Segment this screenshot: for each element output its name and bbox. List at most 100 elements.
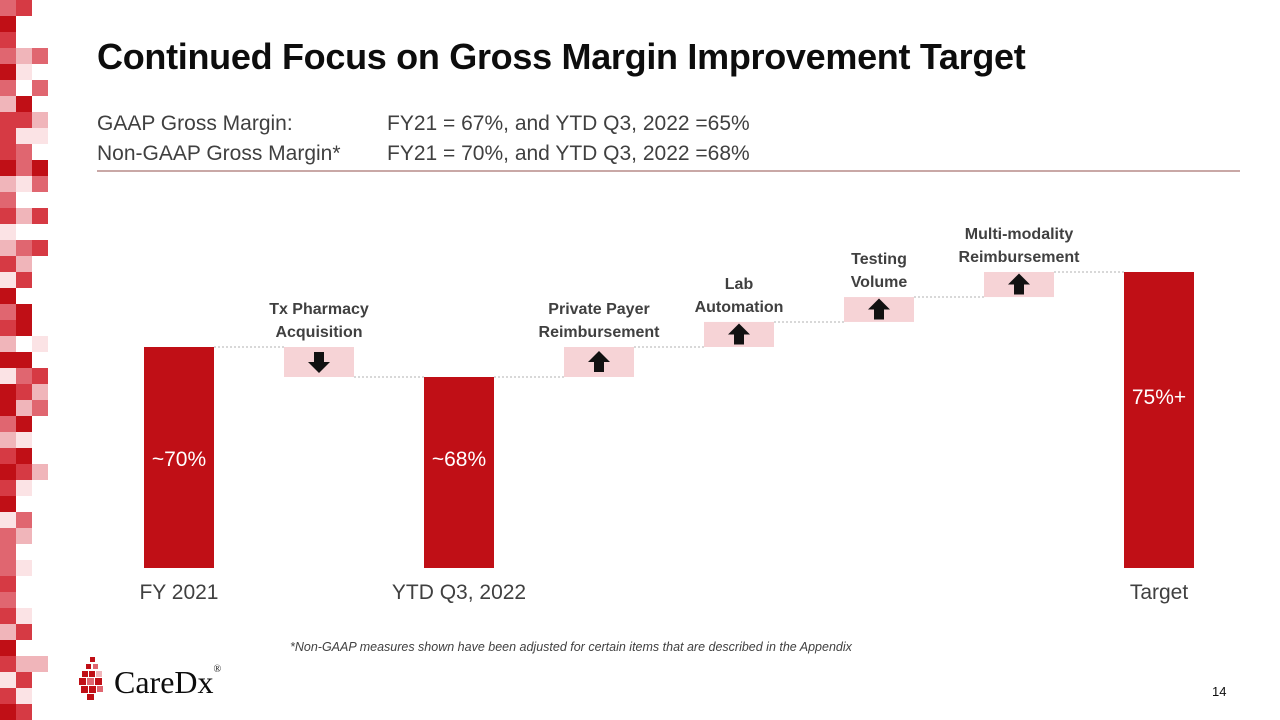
arrow-up-icon bbox=[1008, 273, 1030, 295]
slide-title: Continued Focus on Gross Margin Improvem… bbox=[97, 36, 1026, 77]
mosaic-tile bbox=[16, 16, 32, 32]
step-label-tx-pharmacy: Acquisition bbox=[275, 324, 362, 341]
mosaic-tile bbox=[16, 640, 32, 656]
logo-wordmark: CareDx bbox=[114, 664, 214, 700]
mosaic-tile bbox=[16, 48, 32, 64]
mosaic-tile bbox=[0, 336, 16, 352]
mosaic-tile bbox=[0, 32, 16, 48]
step-label-private-payer: Reimbursement bbox=[539, 324, 661, 341]
non-gaap-margin-value: FY21 = 70%, and YTD Q3, 2022 =68% bbox=[387, 142, 750, 165]
gaap-margin-row: GAAP Gross Margin: FY21 = 67%, and YTD Q3… bbox=[97, 112, 750, 136]
mosaic-tile bbox=[32, 528, 48, 544]
mosaic-tile bbox=[0, 144, 16, 160]
mosaic-tile bbox=[32, 352, 48, 368]
arrow-down-icon bbox=[308, 352, 330, 373]
mosaic-tile bbox=[16, 528, 32, 544]
mosaic-tile bbox=[0, 432, 16, 448]
mosaic-tile bbox=[0, 528, 16, 544]
mosaic-tile bbox=[0, 688, 16, 704]
mosaic-tile bbox=[32, 192, 48, 208]
mosaic-tile bbox=[0, 544, 16, 560]
mosaic-tile bbox=[0, 48, 16, 64]
mosaic-tile bbox=[32, 16, 48, 32]
mosaic-tile bbox=[0, 304, 16, 320]
mosaic-tile bbox=[16, 176, 32, 192]
mosaic-tile bbox=[0, 16, 16, 32]
mosaic-tile bbox=[0, 64, 16, 80]
mosaic-tile bbox=[0, 448, 16, 464]
mosaic-tile bbox=[32, 0, 48, 16]
mosaic-tile bbox=[0, 272, 16, 288]
mosaic-tile bbox=[16, 144, 32, 160]
step-label-lab-automation: Lab bbox=[725, 276, 754, 293]
mosaic-tile bbox=[0, 624, 16, 640]
bar-value-label-target: 75%+ bbox=[1132, 386, 1186, 409]
mosaic-tile bbox=[0, 352, 16, 368]
mosaic-tile bbox=[32, 400, 48, 416]
mosaic-tile bbox=[0, 160, 16, 176]
mosaic-tile bbox=[32, 80, 48, 96]
mosaic-tile bbox=[0, 192, 16, 208]
step-label-private-payer: Private Payer bbox=[548, 301, 649, 318]
non-gaap-margin-row: Non-GAAP Gross Margin* FY21 = 70%, and YT… bbox=[97, 142, 750, 166]
mosaic-tile bbox=[32, 32, 48, 48]
mosaic-tile bbox=[32, 624, 48, 640]
mosaic-tile bbox=[0, 96, 16, 112]
caredx-logo-icon bbox=[79, 657, 103, 700]
mosaic-tile bbox=[16, 560, 32, 576]
mosaic-tile bbox=[16, 224, 32, 240]
mosaic-tile bbox=[32, 64, 48, 80]
mosaic-tile bbox=[32, 608, 48, 624]
mosaic-tile bbox=[16, 272, 32, 288]
step-label-testing-volume: Testing bbox=[851, 251, 907, 268]
mosaic-tile bbox=[0, 208, 16, 224]
mosaic-tile bbox=[16, 128, 32, 144]
mosaic-tile bbox=[0, 512, 16, 528]
bar-fy2021 bbox=[144, 347, 214, 568]
mosaic-tile bbox=[32, 640, 48, 656]
mosaic-tile bbox=[16, 496, 32, 512]
mosaic-tile bbox=[32, 288, 48, 304]
header-divider bbox=[97, 170, 1240, 172]
mosaic-tile bbox=[32, 144, 48, 160]
mosaic-tile bbox=[32, 448, 48, 464]
mosaic-tile bbox=[16, 512, 32, 528]
mosaic-tile bbox=[16, 448, 32, 464]
mosaic-tile bbox=[16, 608, 32, 624]
mosaic-tile bbox=[16, 320, 32, 336]
mosaic-tile bbox=[0, 368, 16, 384]
mosaic-tile bbox=[32, 496, 48, 512]
mosaic-tile bbox=[0, 0, 16, 16]
mosaic-tile bbox=[0, 480, 16, 496]
mosaic-tile bbox=[0, 672, 16, 688]
mosaic-tile bbox=[32, 672, 48, 688]
gaap-margin-label: GAAP Gross Margin: bbox=[97, 112, 293, 135]
mosaic-tile bbox=[16, 208, 32, 224]
mosaic-tile bbox=[0, 592, 16, 608]
mosaic-tile bbox=[0, 496, 16, 512]
mosaic-tile bbox=[0, 400, 16, 416]
step-label-multi-modality: Multi-modality bbox=[965, 226, 1074, 243]
mosaic-tile bbox=[32, 416, 48, 432]
mosaic-tile bbox=[32, 48, 48, 64]
step-label-tx-pharmacy: Tx Pharmacy bbox=[269, 301, 369, 318]
mosaic-tile bbox=[0, 384, 16, 400]
step-label-multi-modality: Reimbursement bbox=[959, 249, 1081, 266]
mosaic-tile bbox=[16, 688, 32, 704]
arrow-up-icon bbox=[588, 351, 610, 372]
mosaic-tile bbox=[32, 256, 48, 272]
mosaic-tile bbox=[16, 416, 32, 432]
mosaic-tile bbox=[0, 176, 16, 192]
gaap-margin-value: FY21 = 67%, and YTD Q3, 2022 =65% bbox=[387, 112, 750, 135]
mosaic-tile bbox=[16, 400, 32, 416]
mosaic-tile bbox=[16, 96, 32, 112]
mosaic-tile bbox=[32, 512, 48, 528]
mosaic-tile bbox=[0, 128, 16, 144]
mosaic-tile bbox=[32, 560, 48, 576]
mosaic-tile bbox=[0, 224, 16, 240]
mosaic-tile bbox=[0, 640, 16, 656]
mosaic-tile bbox=[32, 368, 48, 384]
mosaic-tile bbox=[16, 288, 32, 304]
brand-mosaic bbox=[0, 0, 48, 720]
mosaic-tile bbox=[32, 464, 48, 480]
